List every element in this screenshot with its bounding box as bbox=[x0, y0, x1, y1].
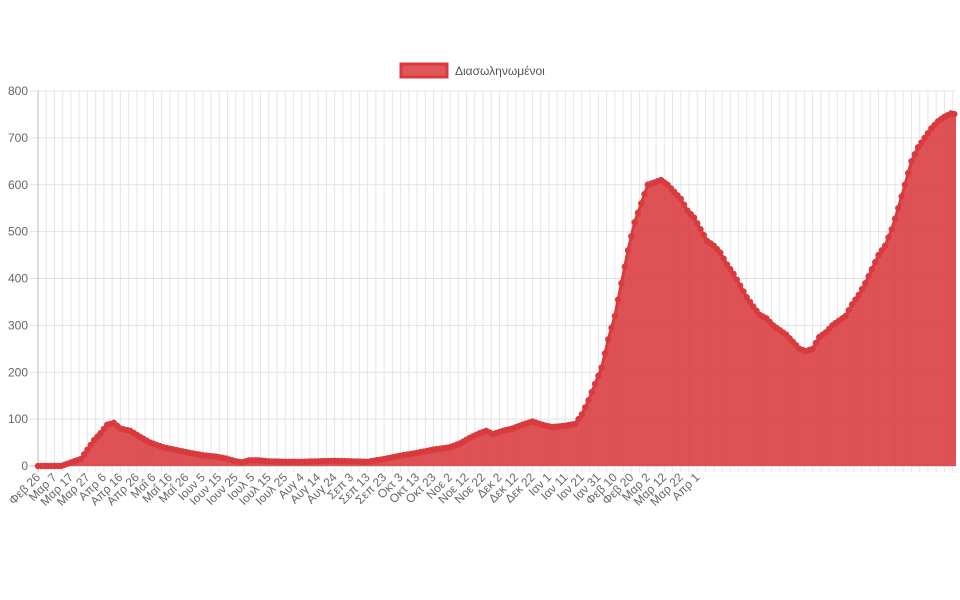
data-point[interactable] bbox=[746, 298, 754, 306]
data-point[interactable] bbox=[875, 251, 882, 259]
data-point[interactable] bbox=[611, 312, 619, 320]
data-point[interactable] bbox=[740, 288, 747, 295]
data-point[interactable] bbox=[572, 420, 579, 428]
data-point[interactable] bbox=[852, 296, 859, 303]
data-point[interactable] bbox=[723, 261, 731, 268]
data-point[interactable] bbox=[598, 364, 605, 371]
legend-swatch bbox=[399, 62, 449, 79]
data-point[interactable] bbox=[872, 258, 879, 266]
data-point[interactable] bbox=[862, 279, 869, 287]
y-axis-tick-labels: 0 100 200 300 400 500 600 700 800 bbox=[8, 84, 28, 473]
data-point[interactable] bbox=[845, 306, 853, 314]
data-point[interactable] bbox=[624, 247, 632, 254]
y-tick-label: 500 bbox=[8, 225, 28, 239]
series-area-fill bbox=[38, 113, 956, 466]
data-point[interactable] bbox=[588, 388, 595, 396]
data-point[interactable] bbox=[614, 296, 622, 303]
data-point[interactable] bbox=[677, 195, 684, 203]
data-point[interactable] bbox=[608, 324, 615, 331]
data-point[interactable] bbox=[842, 312, 849, 320]
y-tick-label: 800 bbox=[8, 84, 28, 98]
y-tick-label: 200 bbox=[8, 365, 28, 379]
data-point[interactable] bbox=[697, 226, 704, 233]
data-point[interactable] bbox=[727, 265, 734, 273]
data-point[interactable] bbox=[641, 190, 648, 198]
data-point[interactable] bbox=[694, 220, 701, 227]
data-point[interactable] bbox=[631, 219, 638, 226]
y-tick-label: 700 bbox=[8, 131, 28, 145]
data-point[interactable] bbox=[895, 204, 902, 212]
data-point[interactable] bbox=[855, 291, 862, 299]
data-point[interactable] bbox=[858, 285, 866, 293]
data-point[interactable] bbox=[885, 234, 892, 241]
y-tick-label: 100 bbox=[8, 412, 28, 426]
data-point[interactable] bbox=[618, 279, 625, 287]
data-point[interactable] bbox=[901, 181, 909, 188]
data-point[interactable] bbox=[720, 255, 727, 262]
y-tick-label: 300 bbox=[8, 318, 28, 332]
data-point[interactable] bbox=[951, 110, 958, 118]
data-point[interactable] bbox=[911, 151, 918, 158]
data-point[interactable] bbox=[848, 301, 856, 308]
data-point[interactable] bbox=[77, 455, 85, 463]
data-point[interactable] bbox=[878, 247, 886, 254]
data-point[interactable] bbox=[585, 397, 592, 404]
data-point[interactable] bbox=[918, 139, 925, 146]
data-point[interactable] bbox=[809, 345, 816, 353]
data-point[interactable] bbox=[84, 446, 91, 453]
data-point[interactable] bbox=[743, 294, 750, 301]
data-point[interactable] bbox=[717, 249, 724, 256]
legend[interactable]: Διασωληνωμένοι bbox=[399, 62, 545, 79]
series-area bbox=[38, 112, 957, 468]
data-point[interactable] bbox=[812, 339, 820, 347]
y-tick-label: 0 bbox=[21, 459, 28, 473]
data-point[interactable] bbox=[733, 276, 741, 283]
data-point[interactable] bbox=[575, 415, 582, 423]
data-point[interactable] bbox=[881, 242, 889, 249]
data-point[interactable] bbox=[921, 134, 928, 142]
data-point[interactable] bbox=[690, 214, 698, 221]
data-point[interactable] bbox=[628, 233, 635, 240]
data-point[interactable] bbox=[80, 451, 88, 458]
data-point[interactable] bbox=[888, 226, 895, 233]
data-point[interactable] bbox=[581, 404, 589, 411]
series-points bbox=[34, 110, 958, 470]
data-point[interactable] bbox=[905, 169, 912, 177]
data-point[interactable] bbox=[621, 263, 628, 270]
data-point[interactable] bbox=[634, 209, 642, 217]
data-point[interactable] bbox=[605, 336, 612, 343]
data-point[interactable] bbox=[736, 282, 744, 289]
data-point[interactable] bbox=[591, 380, 599, 388]
data-point[interactable] bbox=[700, 231, 708, 239]
y-tick-label: 400 bbox=[8, 272, 28, 286]
data-point[interactable] bbox=[865, 272, 872, 280]
data-point[interactable] bbox=[638, 200, 645, 207]
data-point[interactable] bbox=[868, 265, 876, 273]
data-point[interactable] bbox=[601, 350, 609, 357]
data-point[interactable] bbox=[578, 411, 586, 418]
data-point[interactable] bbox=[891, 215, 899, 222]
legend-label: Διασωληνωμένοι bbox=[455, 64, 545, 78]
data-point[interactable] bbox=[914, 144, 922, 151]
data-point[interactable] bbox=[680, 201, 688, 208]
data-point[interactable] bbox=[908, 158, 915, 165]
y-tick-label: 600 bbox=[8, 178, 28, 192]
data-point[interactable] bbox=[898, 193, 905, 200]
data-point[interactable] bbox=[595, 372, 602, 379]
data-point[interactable] bbox=[730, 270, 737, 278]
data-point[interactable] bbox=[924, 129, 932, 137]
data-point[interactable] bbox=[87, 441, 94, 449]
